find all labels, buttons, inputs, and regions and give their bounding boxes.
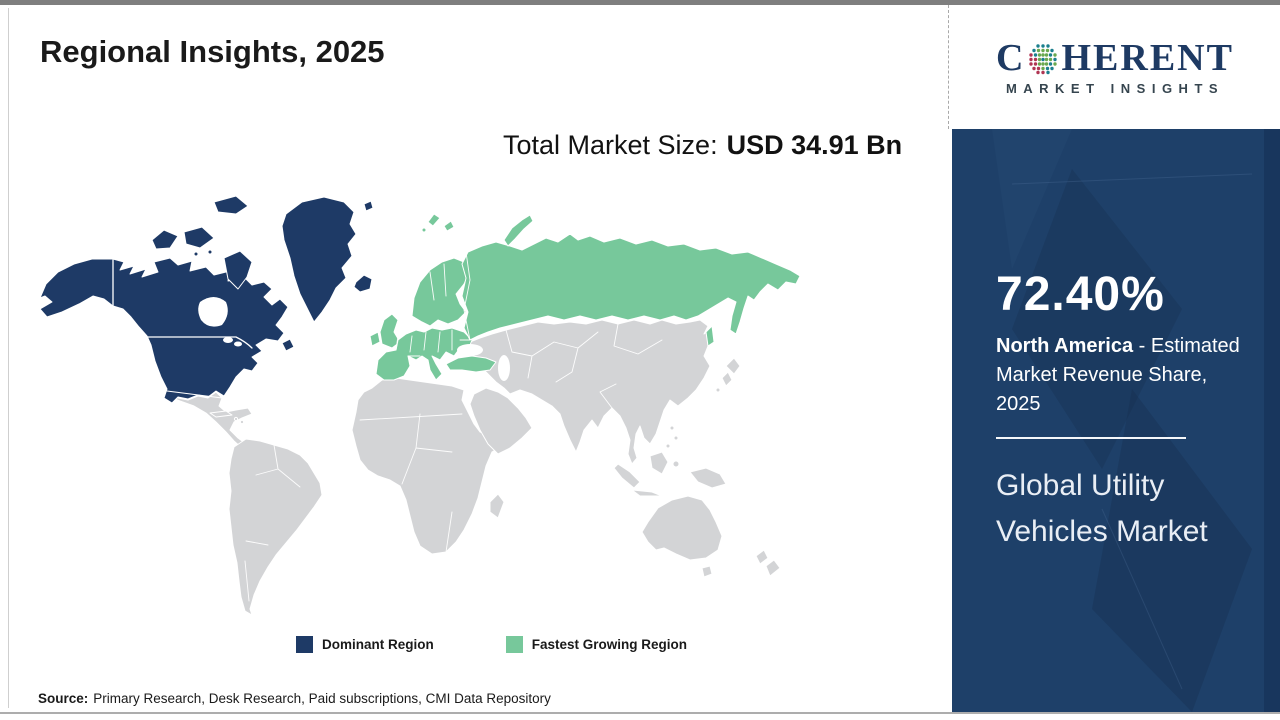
island-banks [151,229,179,250]
border-us-mexico [166,390,223,399]
revenue-share-text: - Estimated Market Revenue Share, 2025 [996,335,1240,415]
island-tasmania [701,565,713,578]
sidebar-texture [992,129,1253,712]
top-frame-bar [0,0,1280,5]
island-svalbard [427,213,441,227]
revenue-share-region: North America [996,335,1134,357]
page-title: Regional Insights, 2025 [40,34,385,69]
brand-text-end: HERENT [1061,36,1234,79]
great-lake-1 [223,337,233,343]
island-newfoundland [281,338,295,352]
dominant-region-label: Dominant Region [322,637,434,652]
country-japan [725,357,741,375]
island-borneo [649,451,669,475]
source-text: Primary Research, Desk Research, Paid su… [93,691,551,706]
brand-tagline: MARKET INSIGHTS [1005,80,1225,96]
fastest-growing-region-swatch [505,636,523,653]
continent-south-america [228,438,323,616]
great-lake-2 [234,341,242,347]
map-legend: Dominant Region Fastest Growing Region [296,636,687,653]
island-sakhalin [705,325,715,347]
island-sumatra [613,463,641,489]
legend-item-fastest: Fastest Growing Region [505,636,688,653]
island-baffin [223,250,253,290]
legend-item-dominant: Dominant Region [296,636,434,653]
map-border-details [112,259,253,399]
brand-wordmark: C HERENT [996,39,1234,77]
continent-africa [351,377,515,555]
country-ireland [369,331,381,347]
country-united-kingdom [379,313,401,349]
north-america-mainland [39,257,289,404]
hudson-bay [198,297,228,327]
country-turkey [445,355,497,373]
island-new-guinea [689,467,727,489]
island-ellesmere [213,195,249,215]
source-line: Source: Primary Research, Desk Research, … [38,691,551,706]
dominant-region-swatch [296,636,313,653]
map-water-details [198,297,510,381]
island-jan-mayen [363,200,374,212]
region-arabia [469,387,533,455]
region-europe-russia [369,213,801,381]
sidebar-panel: 72.40% North America - Estimated Market … [952,129,1280,712]
map-country-lines [244,251,663,602]
dotted-globe-icon [1029,43,1058,74]
revenue-share-description: North America - Estimated Market Revenue… [996,332,1246,419]
sidebar-edge-band [1264,129,1280,712]
border-us-canada [145,336,253,349]
total-market-size-label: Total Market Size: [503,130,718,160]
black-sea [457,344,483,356]
country-russia [461,233,801,341]
brand-text-start: C [996,36,1026,79]
island-novaya-zemlya [503,214,534,247]
country-cuba [209,410,233,418]
island-greenland [281,196,357,323]
bottom-frame-line [0,712,1280,714]
total-market-size: Total Market Size: USD 34.91 Bn [503,126,913,165]
country-mexico-central-america [166,390,259,457]
region-europe-mainland [375,327,473,381]
source-label: Source: [38,691,89,706]
country-new-zealand [755,549,769,565]
sidebar-content: 72.40% North America - Estimated Market … [952,267,1280,555]
sidebar-divider [996,437,1186,439]
caspian-sea [498,355,510,381]
region-scandinavia [411,257,471,327]
region-north-america [39,195,374,404]
island-java [631,489,663,497]
island-madagascar [489,493,505,519]
island-iceland [353,274,373,293]
fastest-growing-region-label: Fastest Growing Region [531,637,688,652]
total-market-size-value: USD 34.91 Bn [726,130,903,160]
island-victoria [183,226,215,249]
brand-logo: C HERENT MARKET INSIGHTS [948,5,1280,129]
left-frame-line [8,8,9,708]
revenue-share-value: 72.40% [996,268,1165,321]
market-name: Global Utility Vehicles Market [996,469,1208,548]
country-australia [641,495,723,561]
